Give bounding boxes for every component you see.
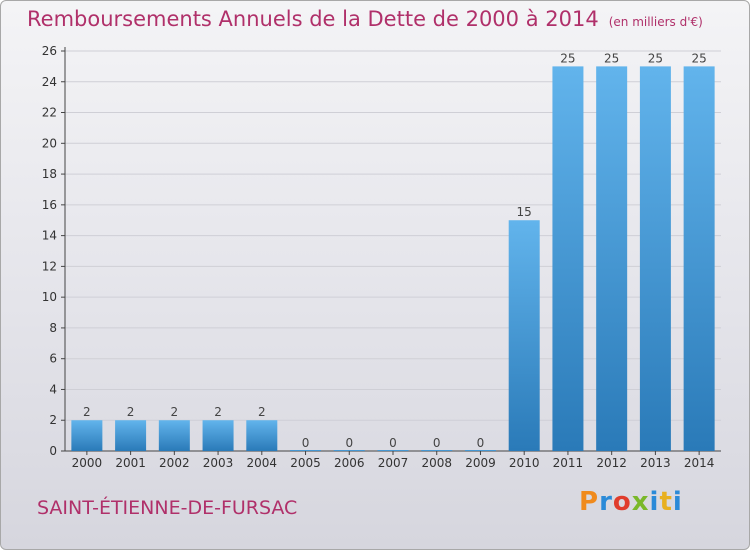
y-tick-label: 6 <box>49 352 57 366</box>
bar-2009 <box>464 450 496 451</box>
y-tick-label: 16 <box>42 198 57 212</box>
data-label: 0 <box>433 436 441 450</box>
data-label: 25 <box>648 51 663 65</box>
x-tick-label: 2002 <box>159 456 190 470</box>
bars <box>71 66 715 451</box>
y-tick-label: 26 <box>42 44 57 58</box>
x-tick-label: 2006 <box>334 456 365 470</box>
x-tick-label: 2004 <box>247 456 278 470</box>
x-tick-label: 2000 <box>72 456 103 470</box>
y-tick-label: 0 <box>49 444 57 458</box>
bar-2014 <box>683 66 715 451</box>
logo-letter: P <box>579 487 600 517</box>
x-tick-label: 2014 <box>684 456 715 470</box>
x-tick-label: 2003 <box>203 456 234 470</box>
x-tick-label: 2007 <box>378 456 409 470</box>
bar-2010 <box>508 220 540 451</box>
logo-letter: t <box>659 487 673 517</box>
data-label: 25 <box>604 51 619 65</box>
bar-2002 <box>158 420 190 451</box>
commune-name: SAINT-ÉTIENNE-DE-FURSAC <box>37 497 298 519</box>
logo-letter: r <box>599 487 613 517</box>
x-tick-label: 2012 <box>596 456 627 470</box>
data-label: 2 <box>258 405 266 419</box>
x-tick-label: 2011 <box>553 456 584 470</box>
data-label: 0 <box>302 436 310 450</box>
labels: 0246810121416182022242620002200122002220… <box>42 44 715 470</box>
bar-2008 <box>421 450 453 451</box>
bar-2006 <box>333 450 365 451</box>
bar-2000 <box>71 420 103 451</box>
bar-2003 <box>202 420 234 451</box>
bar-2011 <box>552 66 584 451</box>
logo-letter: i <box>649 487 660 517</box>
bar-2004 <box>246 420 278 451</box>
data-label: 15 <box>517 205 532 219</box>
y-tick-label: 2 <box>49 413 57 427</box>
x-tick-label: 2010 <box>509 456 540 470</box>
y-tick-label: 22 <box>42 106 57 120</box>
bar-2007 <box>377 450 409 451</box>
title-main: Remboursements Annuels de la Dette de 20… <box>27 7 599 31</box>
y-tick-label: 4 <box>49 382 57 396</box>
proxiti-logo: Proxiti <box>579 487 683 517</box>
data-label: 2 <box>214 405 222 419</box>
chart-title: Remboursements Annuels de la Dette de 20… <box>27 7 703 31</box>
x-tick-label: 2009 <box>465 456 496 470</box>
data-label: 0 <box>477 436 485 450</box>
y-tick-label: 18 <box>42 167 57 181</box>
bar-2012 <box>596 66 628 451</box>
data-label: 2 <box>127 405 135 419</box>
data-label: 25 <box>691 51 706 65</box>
logo-letter: x <box>631 487 650 517</box>
y-tick-label: 12 <box>42 259 57 273</box>
y-tick-label: 8 <box>49 321 57 335</box>
bar-2005 <box>290 450 322 451</box>
data-label: 2 <box>171 405 179 419</box>
data-label: 0 <box>389 436 397 450</box>
x-tick-label: 2008 <box>421 456 452 470</box>
data-label: 0 <box>345 436 353 450</box>
data-label: 2 <box>83 405 91 419</box>
y-tick-label: 20 <box>42 136 57 150</box>
y-tick-label: 24 <box>42 75 57 89</box>
x-tick-label: 2005 <box>290 456 321 470</box>
bar-2001 <box>115 420 147 451</box>
logo-letter: i <box>672 487 683 517</box>
logo-letter: o <box>612 487 632 517</box>
x-tick-label: 2013 <box>640 456 671 470</box>
x-tick-label: 2001 <box>115 456 146 470</box>
y-tick-label: 14 <box>42 229 57 243</box>
data-label: 25 <box>560 51 575 65</box>
title-unit: (en milliers d'€) <box>608 15 703 29</box>
bar-2013 <box>639 66 671 451</box>
y-tick-label: 10 <box>42 290 57 304</box>
